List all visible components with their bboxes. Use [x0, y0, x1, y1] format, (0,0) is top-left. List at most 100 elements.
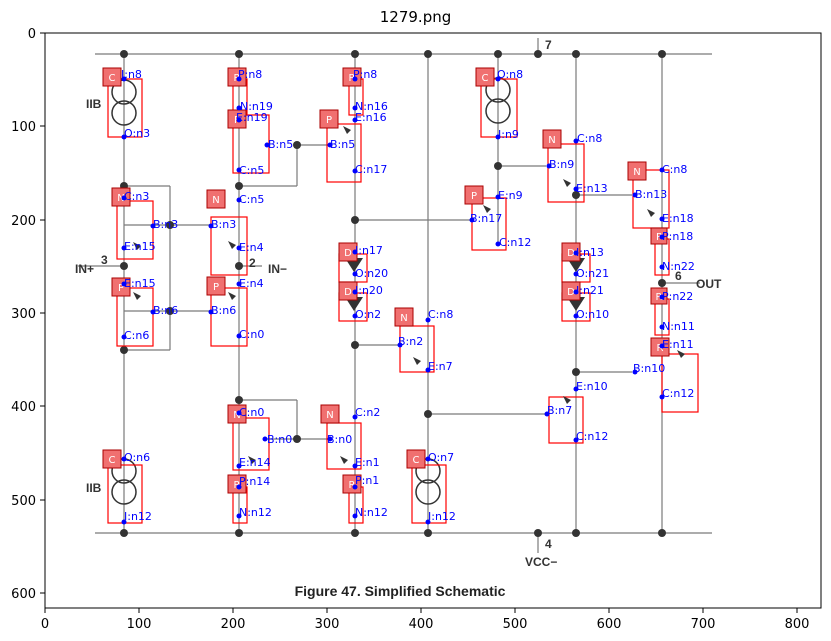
badge-c [406, 449, 426, 469]
badge-letter: P [213, 282, 219, 293]
terminal-dots [121, 76, 665, 525]
badge-letter: R [656, 292, 663, 303]
badge-letter: N [326, 410, 333, 421]
node-label: C:n8 [662, 163, 687, 176]
node-label: B:n5 [330, 138, 355, 151]
badge-d [561, 242, 581, 262]
pin-2-label: 2 [249, 256, 256, 270]
pin-6-label: 6 [675, 269, 682, 283]
y-tick-label: 600 [11, 587, 36, 602]
in-plus-label: IN+ [75, 262, 94, 276]
node-label: B:n7 [547, 404, 572, 417]
node-label: I:n20 [355, 284, 383, 297]
node-label: E:n4 [239, 277, 264, 290]
badge-p [464, 185, 484, 205]
node-label: P:n22 [662, 290, 693, 303]
badge-r [227, 474, 247, 494]
node-label: C:n2 [355, 406, 380, 419]
node-label: C:n5 [239, 164, 264, 177]
badge-p [650, 227, 668, 245]
node-label: C:n8 [428, 308, 453, 321]
badge-n [394, 307, 414, 327]
node-label: I:n17 [355, 244, 383, 257]
figure-caption: Figure 47. Simplified Schematic [295, 583, 506, 599]
badge-letter: N [233, 410, 240, 421]
node-label: E:n16 [355, 111, 387, 124]
y-tick-label: 300 [11, 307, 36, 322]
x-tick-label: 300 [315, 617, 340, 632]
schematic-pins: 7 3 2 4 6 IN+ IN− OUT IIB IIB VCC− [75, 38, 722, 569]
pin-4-label: 4 [545, 537, 552, 551]
node-label: C:n3 [124, 190, 149, 203]
x-tick-label: 200 [221, 617, 246, 632]
badge-letter: C [109, 73, 116, 84]
node-label: E:n13 [576, 182, 608, 195]
badge-p [319, 109, 339, 129]
node-label: C:n12 [499, 236, 531, 249]
node-label: P:n1 [355, 474, 379, 487]
badge-letter: D [344, 248, 352, 259]
node-label: I:n21 [576, 284, 604, 297]
badge-n [542, 129, 562, 149]
node-label: E:n4 [239, 241, 264, 254]
badge-letter: P [471, 191, 477, 202]
x-tick-label: 500 [503, 617, 528, 632]
node-label: O:n2 [355, 308, 381, 321]
pin-7-label: 7 [545, 38, 552, 52]
node-label: P:n14 [239, 475, 270, 488]
badge-letter: D [567, 287, 575, 298]
node-label: C:n0 [239, 406, 264, 419]
badge-letter: R [657, 343, 664, 354]
badge-r [227, 67, 247, 87]
node-label: N:n12 [239, 506, 272, 519]
node-label: C:n5 [239, 193, 264, 206]
node-label: E:n15 [124, 240, 156, 253]
badge-letter: N [400, 313, 407, 324]
node-label: E:n14 [239, 456, 271, 469]
iib-top-label: IIB [86, 97, 102, 111]
badge-d [561, 281, 581, 301]
node-label: E:n9 [498, 189, 523, 202]
badge-letter: R [349, 73, 356, 84]
badge-letter: R [349, 480, 356, 491]
node-label: I:n12 [428, 510, 456, 523]
badge-letter: P [118, 283, 124, 294]
node-label: B:n3 [211, 218, 236, 231]
in-minus-label: IN− [268, 262, 287, 276]
node-label: B:n6 [211, 304, 236, 317]
node-label: O:n21 [576, 267, 609, 280]
node-label: P:n18 [662, 230, 693, 243]
badge-r [342, 67, 362, 87]
y-tick-label: 200 [11, 214, 36, 229]
badge-r [650, 287, 668, 305]
node-label: B:n10 [633, 362, 665, 375]
node-label: E:n1 [355, 456, 380, 469]
vcc-label: VCC− [525, 555, 557, 569]
node-label: O:n6 [124, 451, 150, 464]
node-label: C:n6 [124, 329, 149, 342]
badge-letter: N [212, 195, 219, 206]
badge-letter: C [109, 455, 116, 466]
node-label: I:n12 [124, 510, 152, 523]
badge-n [206, 189, 226, 209]
badge-letter: P [326, 115, 332, 126]
node-label: N:n19 [240, 100, 273, 113]
node-label: O:n3 [124, 127, 150, 140]
node-label: C:n0 [239, 328, 264, 341]
node-label: E:n11 [662, 338, 694, 351]
y-tick-label: 400 [11, 400, 36, 415]
node-label: E:n7 [428, 360, 453, 373]
node-label: P:n8 [353, 68, 377, 81]
badge-letter: P [656, 232, 662, 243]
node-label: N:n16 [355, 100, 388, 113]
node-label: O:n7 [428, 451, 454, 464]
node-label: P:n8 [238, 68, 262, 81]
node-label: E:n19 [236, 111, 268, 124]
node-label: N:n22 [662, 260, 695, 273]
node-label: I:n13 [576, 246, 604, 259]
node-label: E:n15 [124, 277, 156, 290]
badge-c [475, 67, 495, 87]
node-label: O:n8 [497, 68, 523, 81]
badge-letter: N [548, 135, 555, 146]
node-label: E:n10 [576, 380, 608, 393]
